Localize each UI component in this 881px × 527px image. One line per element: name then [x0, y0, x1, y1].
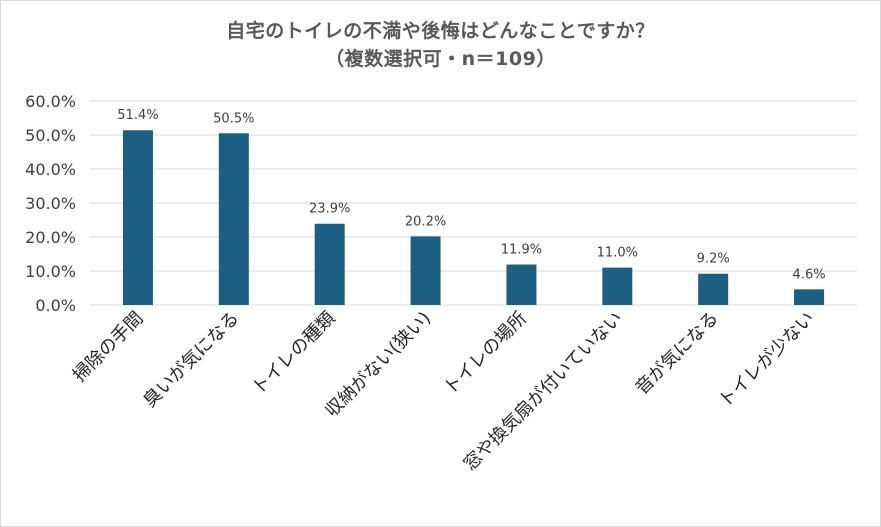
category-label: 臭いが気になる: [139, 308, 243, 412]
y-tick-label: 10.0%: [25, 262, 76, 281]
category-label: トイレが少ない: [715, 308, 819, 412]
data-label: 11.9%: [501, 243, 542, 258]
category-label: 音が気になる: [632, 308, 723, 399]
bar: [410, 236, 441, 305]
category-label: 掃除の手間: [69, 308, 147, 386]
y-tick-label: 60.0%: [25, 92, 76, 111]
category-label: トイレの場所: [440, 308, 531, 399]
data-label: 20.2%: [405, 214, 446, 229]
bar: [314, 223, 345, 305]
category-label: 窓や換気扇が付いていない: [460, 308, 627, 475]
y-tick-label: 0.0%: [35, 296, 76, 315]
data-label: 51.4%: [117, 108, 158, 123]
bar: [794, 289, 825, 305]
chart-title-line2: （複数選択可・n＝109）: [325, 48, 556, 70]
bar: [506, 264, 537, 305]
y-tick-label: 20.0%: [25, 228, 76, 247]
category-label: 収納がない(狭い): [321, 308, 435, 422]
bar: [218, 133, 249, 305]
data-label: 50.5%: [213, 111, 254, 126]
chart-title-line1: 自宅のトイレの不満や後悔はどんなことですか？: [226, 20, 655, 42]
bar: [602, 267, 633, 305]
category-label: トイレの種類: [248, 308, 339, 399]
bar: [122, 130, 153, 305]
y-tick-label: 50.0%: [25, 126, 76, 145]
data-label: 4.6%: [793, 267, 826, 282]
data-label: 9.2%: [697, 252, 730, 267]
data-label: 23.9%: [309, 202, 350, 217]
bar: [698, 273, 729, 305]
y-tick-label: 30.0%: [25, 194, 76, 213]
y-tick-label: 40.0%: [25, 160, 76, 179]
data-label: 11.0%: [597, 246, 638, 261]
